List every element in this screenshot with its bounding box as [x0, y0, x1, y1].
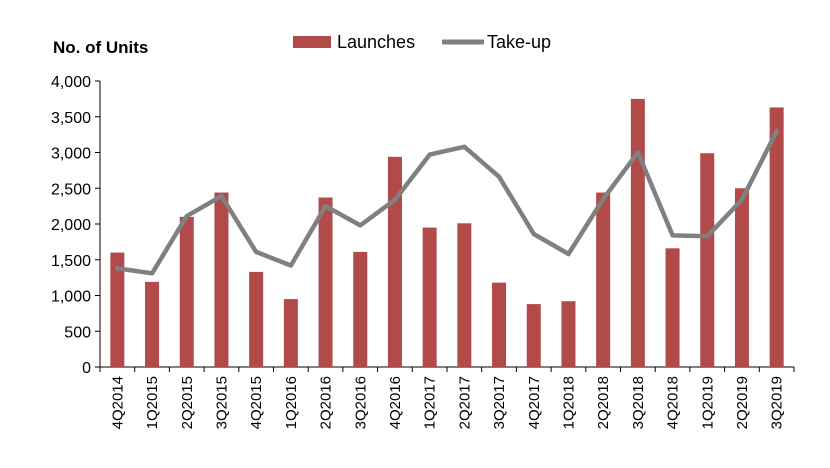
- x-tick-label: 4Q2015: [248, 376, 265, 429]
- x-tick-label: 2Q2018: [595, 376, 612, 429]
- y-tick-label: 0: [82, 360, 91, 377]
- bar-launches: [318, 197, 333, 367]
- x-tick-label: 1Q2015: [144, 376, 161, 429]
- x-tick-label: 2Q2015: [179, 376, 196, 429]
- bar-launches: [214, 192, 229, 367]
- x-tick-label: 4Q2018: [665, 376, 682, 429]
- x-tick-label: 1Q2017: [422, 376, 439, 429]
- y-tick-label: 3,000: [51, 146, 91, 163]
- x-tick-label: 4Q2014: [109, 376, 126, 429]
- x-tick-label: 1Q2016: [283, 376, 300, 429]
- bar-launches: [387, 156, 402, 367]
- x-tick-label: 2Q2016: [318, 376, 335, 429]
- bar-launches: [283, 299, 298, 367]
- bar-launches: [249, 271, 264, 367]
- bar-launches: [700, 153, 715, 367]
- legend: Launches Take-up: [293, 32, 551, 52]
- bar-launches: [179, 216, 194, 367]
- legend-label-take-up: Take-up: [487, 32, 551, 52]
- bar-launches: [734, 188, 749, 367]
- x-tick-label: 3Q2015: [213, 376, 230, 429]
- y-tick-label: 3,500: [51, 110, 91, 127]
- x-tick-label: 2Q2019: [734, 376, 751, 429]
- y-tick-label: 1,500: [51, 253, 91, 270]
- y-tick-label: 1,000: [51, 289, 91, 306]
- bar-launches: [110, 252, 125, 367]
- bar-launches: [630, 98, 645, 367]
- legend-label-launches: Launches: [337, 32, 415, 52]
- bar-launches: [353, 251, 368, 367]
- x-tick-label: 3Q2018: [630, 376, 647, 429]
- y-tick-label: 4,000: [51, 74, 91, 91]
- bar-launches: [145, 281, 160, 367]
- y-tick-label: 2,500: [51, 181, 91, 198]
- bar-launches: [492, 282, 507, 367]
- x-tick-label: 2Q2017: [456, 376, 473, 429]
- bar-launches: [561, 301, 576, 367]
- x-tick-label: 4Q2016: [387, 376, 404, 429]
- x-tick-label: 3Q2019: [769, 376, 786, 429]
- y-tick-label: 500: [64, 324, 91, 341]
- y-axis-title: No. of Units: [53, 38, 148, 57]
- bar-launches: [596, 192, 611, 367]
- bar-launches: [665, 248, 680, 367]
- bar-launches: [769, 107, 784, 367]
- plot-area: 0 500 1,000 1,500 2,000 2,500 3,000 3,500 4,000 4…: [51, 74, 795, 429]
- line-take-up: [115, 128, 779, 276]
- x-tick-label: 3Q2017: [491, 376, 508, 429]
- y-tick-label: 2,000: [51, 217, 91, 234]
- x-tick-label: 4Q2017: [526, 376, 543, 429]
- x-tick-label: 1Q2018: [560, 376, 577, 429]
- bar-launches: [422, 227, 437, 367]
- x-tick-label: 3Q2016: [352, 376, 369, 429]
- bar-launches: [526, 304, 541, 367]
- x-tick-label: 1Q2019: [699, 376, 716, 429]
- bar-launches: [457, 223, 472, 367]
- legend-swatch-launches: [293, 36, 331, 48]
